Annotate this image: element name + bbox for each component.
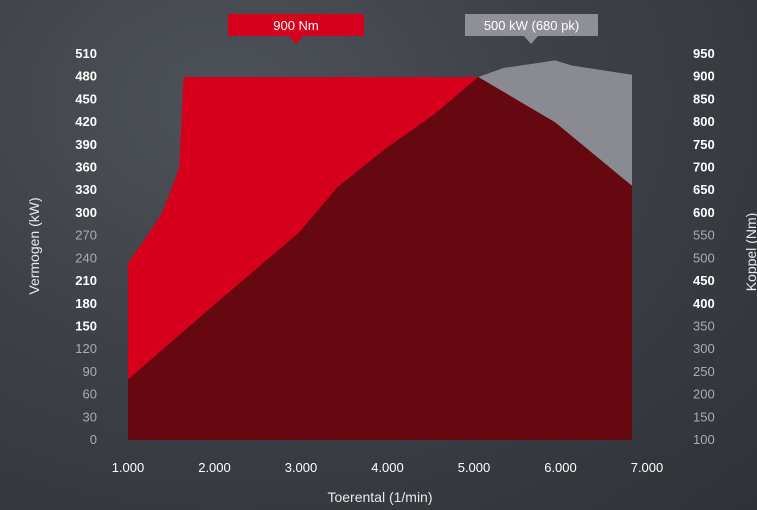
chart-callouts: 900 Nm 500 kW (680 pk): [228, 14, 598, 44]
x-tick-label: 3.000: [285, 460, 318, 475]
left-tick-label: 120: [75, 341, 97, 356]
x-tick-label: 2.000: [198, 460, 231, 475]
right-tick-label: 850: [693, 91, 715, 106]
right-tick-label: 650: [693, 182, 715, 197]
left-tick-label: 270: [75, 228, 97, 243]
right-axis-title: Koppel (Nm): [743, 213, 757, 292]
torque-callout: 900 Nm: [228, 14, 364, 44]
callout-pointer: [289, 36, 303, 44]
x-tick-label: 4.000: [371, 460, 404, 475]
right-tick-label: 100: [693, 432, 715, 447]
left-tick-label: 300: [75, 205, 97, 220]
right-tick-label: 700: [693, 160, 715, 175]
x-axis-title: Toerental (1/min): [327, 489, 432, 505]
right-tick-label: 350: [693, 318, 715, 333]
callout-label: 500 kW (680 pk): [484, 18, 579, 33]
left-tick-label: 420: [75, 114, 97, 129]
left-tick-label: 30: [83, 409, 97, 424]
chart-areas: [128, 60, 632, 440]
left-axis-title: Vermogen (kW): [26, 197, 42, 294]
right-tick-label: 200: [693, 387, 715, 402]
callout-box: [228, 14, 364, 36]
x-tick-label: 1.000: [112, 460, 145, 475]
left-tick-label: 90: [83, 364, 97, 379]
right-tick-label: 750: [693, 137, 715, 152]
power-peak-area: [478, 60, 632, 186]
left-tick-label: 390: [75, 137, 97, 152]
right-tick-label: 450: [693, 273, 715, 288]
left-tick-label: 480: [75, 69, 97, 84]
left-tick-label: 180: [75, 296, 97, 311]
right-tick-label: 150: [693, 409, 715, 424]
left-tick-label: 60: [83, 387, 97, 402]
left-tick-label: 330: [75, 182, 97, 197]
callout-pointer: [524, 36, 538, 44]
right-tick-label: 400: [693, 296, 715, 311]
left-tick-label: 450: [75, 91, 97, 106]
left-tick-label: 360: [75, 160, 97, 175]
callout-box: [465, 14, 598, 36]
right-axis-ticks: 100 150 200 250 300 350 400 450 500 550 600 650 700 7…: [693, 46, 715, 447]
callout-label: 900 Nm: [273, 18, 319, 33]
left-tick-label: 0: [90, 432, 97, 447]
right-tick-label: 500: [693, 250, 715, 265]
right-tick-label: 950: [693, 46, 715, 61]
power-callout: 500 kW (680 pk): [465, 14, 598, 44]
right-tick-label: 800: [693, 114, 715, 129]
right-tick-label: 300: [693, 341, 715, 356]
left-tick-label: 240: [75, 250, 97, 265]
left-axis-ticks: 0 30 60 90 120 150 180 210 240 270 300 330 360 390 420…: [75, 46, 97, 447]
right-tick-label: 550: [693, 228, 715, 243]
x-axis-ticks: 1.000 2.000 3.000 4.000 5.000 6.000 7.000: [112, 460, 664, 475]
right-tick-label: 900: [693, 69, 715, 84]
right-tick-label: 250: [693, 364, 715, 379]
x-tick-label: 7.000: [631, 460, 664, 475]
power-area: [128, 77, 632, 440]
left-tick-label: 150: [75, 318, 97, 333]
left-tick-label: 210: [75, 273, 97, 288]
right-tick-label: 600: [693, 205, 715, 220]
x-tick-label: 6.000: [544, 460, 577, 475]
left-tick-label: 510: [75, 46, 97, 61]
x-tick-label: 5.000: [458, 460, 491, 475]
